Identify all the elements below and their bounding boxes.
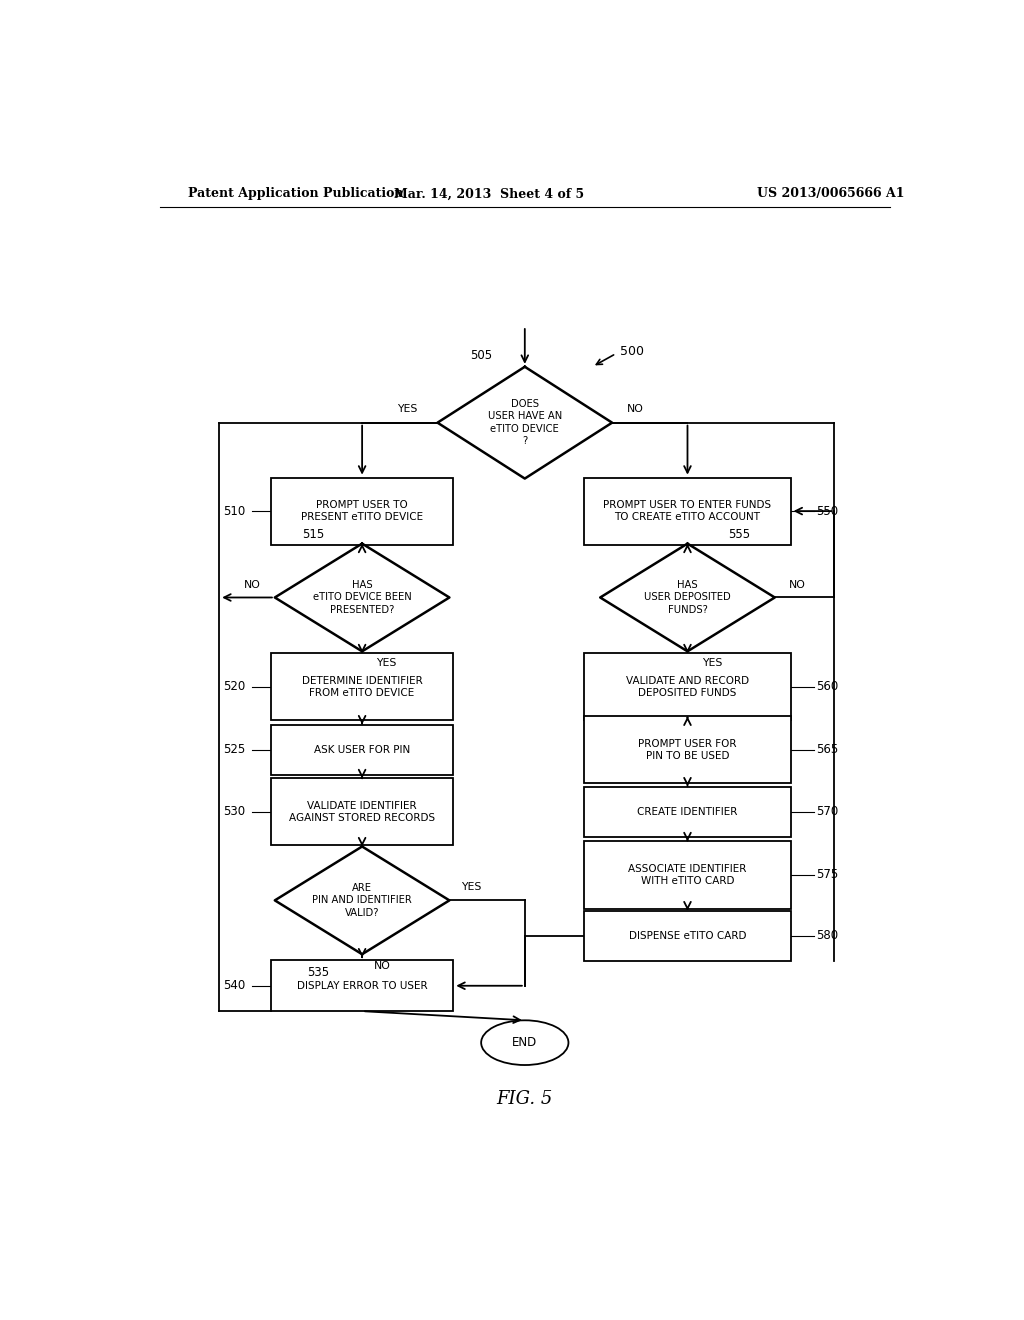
Text: 510: 510 — [223, 504, 246, 517]
Text: Patent Application Publication: Patent Application Publication — [187, 187, 403, 201]
Bar — [270, 725, 454, 775]
Bar — [270, 653, 454, 721]
Bar — [270, 961, 454, 1011]
Text: PROMPT USER TO ENTER FUNDS
TO CREATE eTITO ACCOUNT: PROMPT USER TO ENTER FUNDS TO CREATE eTI… — [603, 500, 771, 523]
Bar — [585, 717, 791, 784]
Text: NO: NO — [790, 581, 806, 590]
Text: 570: 570 — [816, 805, 839, 818]
Text: DISPLAY ERROR TO USER: DISPLAY ERROR TO USER — [297, 981, 427, 991]
Bar — [270, 779, 454, 846]
Ellipse shape — [481, 1020, 568, 1065]
Text: YES: YES — [377, 659, 396, 668]
Text: 535: 535 — [307, 966, 330, 979]
Text: ASSOCIATE IDENTIFIER
WITH eTITO CARD: ASSOCIATE IDENTIFIER WITH eTITO CARD — [629, 863, 746, 886]
Text: HAS
USER DEPOSITED
FUNDS?: HAS USER DEPOSITED FUNDS? — [644, 579, 731, 615]
Text: US 2013/0065666 A1: US 2013/0065666 A1 — [757, 187, 904, 201]
Text: DETERMINE IDENTIFIER
FROM eTITO DEVICE: DETERMINE IDENTIFIER FROM eTITO DEVICE — [302, 676, 423, 698]
Text: VALIDATE IDENTIFIER
AGAINST STORED RECORDS: VALIDATE IDENTIFIER AGAINST STORED RECOR… — [289, 801, 435, 824]
Text: DISPENSE eTITO CARD: DISPENSE eTITO CARD — [629, 931, 746, 941]
Polygon shape — [600, 544, 775, 651]
Text: 515: 515 — [302, 528, 324, 541]
Text: 525: 525 — [223, 743, 246, 756]
Text: 550: 550 — [816, 504, 839, 517]
Text: ARE
PIN AND IDENTIFIER
VALID?: ARE PIN AND IDENTIFIER VALID? — [312, 883, 412, 917]
Text: 520: 520 — [223, 680, 246, 693]
Text: YES: YES — [701, 659, 722, 668]
Polygon shape — [437, 367, 612, 479]
Polygon shape — [274, 544, 450, 651]
Polygon shape — [274, 846, 450, 954]
Text: YES: YES — [461, 882, 481, 892]
Text: PROMPT USER FOR
PIN TO BE USED: PROMPT USER FOR PIN TO BE USED — [638, 739, 736, 762]
Text: 575: 575 — [816, 869, 839, 882]
Text: NO: NO — [374, 961, 391, 972]
Text: HAS
eTITO DEVICE BEEN
PRESENTED?: HAS eTITO DEVICE BEEN PRESENTED? — [312, 579, 412, 615]
Text: 505: 505 — [470, 348, 493, 362]
Bar — [585, 841, 791, 908]
Text: 555: 555 — [728, 528, 751, 541]
Text: Mar. 14, 2013  Sheet 4 of 5: Mar. 14, 2013 Sheet 4 of 5 — [394, 187, 584, 201]
Text: NO: NO — [627, 404, 643, 414]
Text: CREATE IDENTIFIER: CREATE IDENTIFIER — [637, 807, 737, 817]
Text: VALIDATE AND RECORD
DEPOSITED FUNDS: VALIDATE AND RECORD DEPOSITED FUNDS — [626, 676, 749, 698]
Text: NO: NO — [244, 581, 260, 590]
Bar — [270, 478, 454, 545]
Bar — [585, 653, 791, 721]
Text: 540: 540 — [223, 979, 246, 993]
Text: 580: 580 — [816, 929, 839, 942]
Text: DOES
USER HAVE AN
eTITO DEVICE
?: DOES USER HAVE AN eTITO DEVICE ? — [487, 399, 562, 446]
Text: FIG. 5: FIG. 5 — [497, 1089, 553, 1107]
Text: 500: 500 — [620, 345, 644, 358]
Text: PROMPT USER TO
PRESENT eTITO DEVICE: PROMPT USER TO PRESENT eTITO DEVICE — [301, 500, 423, 523]
Bar — [585, 911, 791, 961]
Text: ASK USER FOR PIN: ASK USER FOR PIN — [314, 744, 411, 755]
Text: 560: 560 — [816, 680, 839, 693]
Text: 565: 565 — [816, 743, 839, 756]
Bar — [585, 787, 791, 837]
Text: 530: 530 — [223, 805, 246, 818]
Text: YES: YES — [397, 404, 418, 414]
Text: END: END — [512, 1036, 538, 1049]
Bar — [585, 478, 791, 545]
